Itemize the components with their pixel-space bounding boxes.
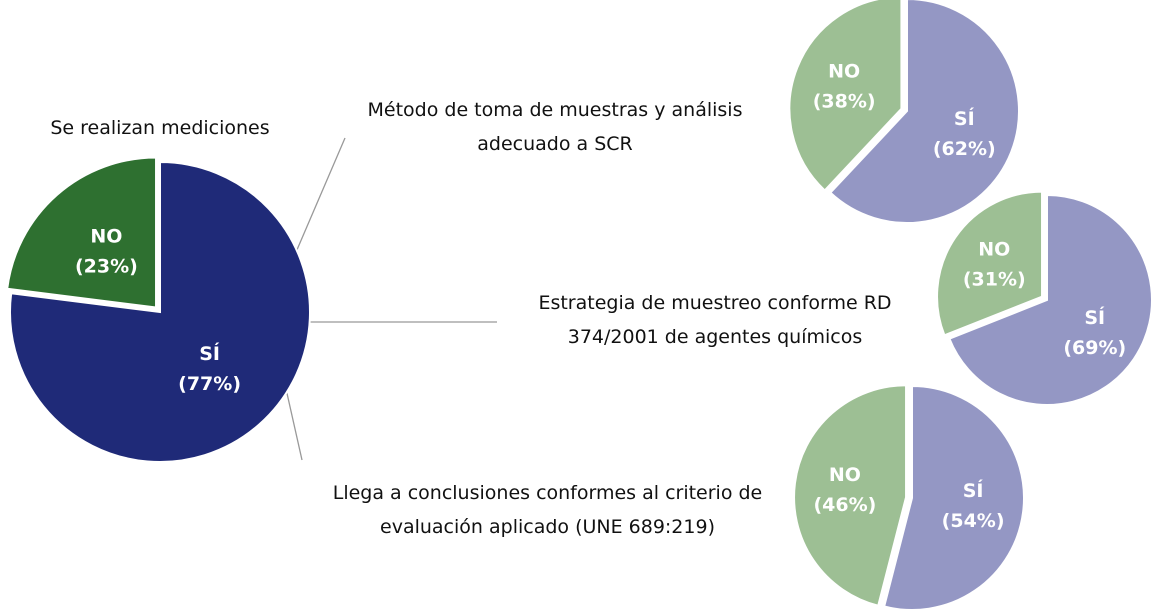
slice-label: NO — [978, 239, 1010, 261]
pie-slice — [9, 160, 311, 463]
pie-slice — [948, 193, 1153, 406]
slice-label: SÍ — [199, 342, 220, 365]
pie-slice — [6, 156, 158, 309]
slice-label: SÍ — [954, 107, 975, 130]
slice-label: SÍ — [1084, 306, 1105, 329]
value-label: (62%) — [933, 138, 996, 160]
value-label: (54%) — [942, 510, 1005, 532]
value-label: (46%) — [814, 494, 877, 516]
pie-slice — [788, 0, 903, 192]
pie-slice — [936, 190, 1044, 337]
pie-slice — [793, 384, 908, 607]
pie-slice — [882, 384, 1025, 611]
value-label: (77%) — [178, 373, 241, 395]
slice-label: SÍ — [963, 479, 984, 502]
value-label: (38%) — [813, 91, 876, 113]
pie-slice — [828, 0, 1020, 224]
slice-label: NO — [90, 226, 122, 248]
value-label: (23%) — [75, 256, 138, 278]
slice-label: NO — [829, 464, 861, 486]
pie-title: Estrategia de muestreo conforme RD 374/2… — [538, 292, 892, 348]
pie-title: Se realizan mediciones — [50, 117, 270, 139]
slice-label: NO — [828, 61, 860, 83]
value-label: (31%) — [963, 269, 1026, 291]
pie-title: Llega a conclusiones conformes al criter… — [332, 482, 763, 538]
pie-title: Método de toma de muestras y análisis ad… — [367, 99, 743, 155]
value-label: (69%) — [1063, 337, 1126, 359]
